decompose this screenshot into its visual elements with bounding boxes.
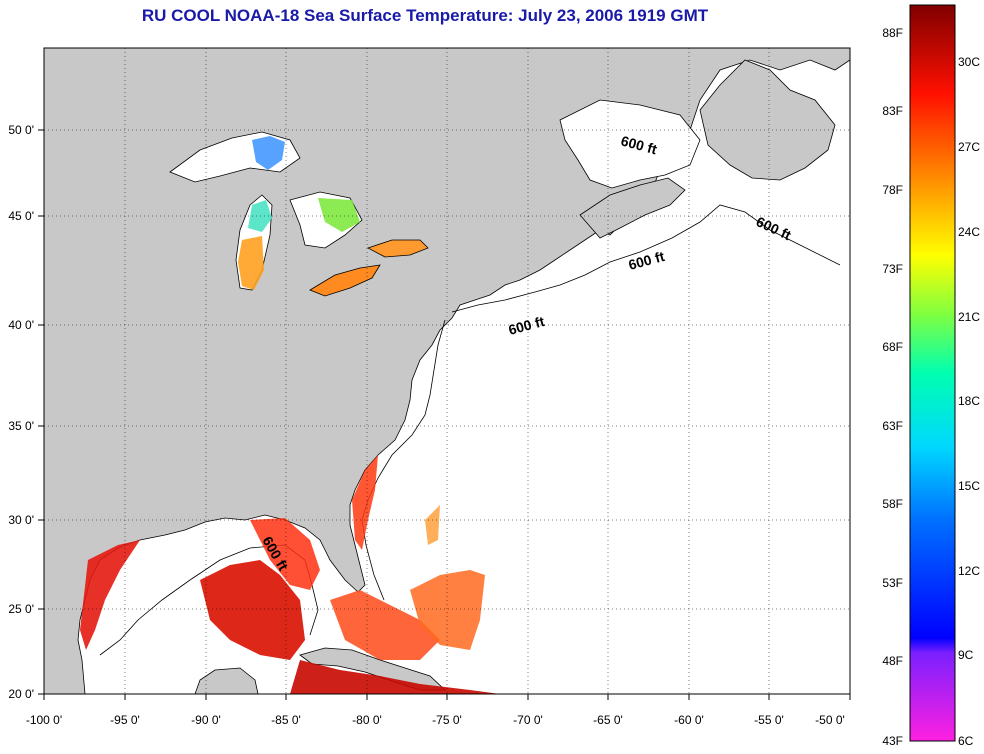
c-label: 18C xyxy=(958,394,980,408)
sst-warm-atlantic xyxy=(352,455,485,650)
c-label: 24C xyxy=(958,225,980,239)
c-label: 6C xyxy=(958,734,974,748)
yucatan-land xyxy=(194,667,259,694)
c-label: 21C xyxy=(958,310,980,324)
lon-label: -90 0' xyxy=(191,713,221,727)
map-title: RU COOL NOAA-18 Sea Surface Temperature:… xyxy=(141,6,709,25)
f-label: 63F xyxy=(882,419,903,433)
f-label: 73F xyxy=(882,262,903,276)
lon-label: -70 0' xyxy=(513,713,543,727)
c-label: 30C xyxy=(958,55,980,69)
c-label: 27C xyxy=(958,140,980,154)
lon-label: -65 0' xyxy=(593,713,623,727)
lake-superior-sst xyxy=(252,136,285,170)
c-label: 15C xyxy=(958,479,980,493)
nova-scotia-land xyxy=(579,177,686,239)
lake-huron-sst xyxy=(318,198,360,232)
lake-michigan-sst xyxy=(238,236,264,290)
axis-ticks xyxy=(38,129,851,700)
f-label: 68F xyxy=(882,340,903,354)
f-label: 78F xyxy=(882,183,903,197)
lon-label: -85 0' xyxy=(271,713,301,727)
f-label: 48F xyxy=(882,654,903,668)
shelf-contour-south xyxy=(361,319,446,601)
lon-label: -95 0' xyxy=(110,713,140,727)
shelf-contour-gulf xyxy=(99,544,319,656)
colorbar-fahrenheit-labels: 88F 83F 78F 73F 68F 63F 58F 53F 48F 43F xyxy=(882,26,903,748)
lon-label: -75 0' xyxy=(432,713,462,727)
lon-label: -50 0' xyxy=(815,713,845,727)
lat-label: 25 0' xyxy=(8,602,34,616)
lat-label: 30 0' xyxy=(8,513,34,527)
lake-erie xyxy=(309,264,381,297)
lon-label: -80 0' xyxy=(352,713,382,727)
colorbar-celsius-labels: 30C 27C 24C 21C 18C 15C 12C 9C 6C xyxy=(958,55,980,748)
lon-label: -100 0' xyxy=(26,713,62,727)
f-label: 88F xyxy=(882,26,903,40)
temperature-colorbar xyxy=(909,4,956,742)
f-label: 53F xyxy=(882,576,903,590)
newfoundland-land xyxy=(699,59,836,181)
lat-label: 40 0' xyxy=(8,318,34,332)
lat-label: 45 0' xyxy=(8,209,34,223)
f-label: 43F xyxy=(882,734,903,748)
lat-label: 35 0' xyxy=(8,419,34,433)
latitude-labels: 20 0' 25 0' 30 0' 35 0' 40 0' 45 0' 50 0… xyxy=(8,123,34,701)
f-label: 83F xyxy=(882,104,903,118)
lat-label: 50 0' xyxy=(8,123,34,137)
lon-label: -55 0' xyxy=(754,713,784,727)
lon-label: -60 0' xyxy=(674,713,704,727)
sst-warm-gulf xyxy=(80,518,500,694)
lat-label: 20 0' xyxy=(8,687,34,701)
c-label: 12C xyxy=(958,564,980,578)
gulf-st-lawrence xyxy=(559,99,701,189)
f-label: 58F xyxy=(882,497,903,511)
lake-ontario xyxy=(366,239,429,258)
c-label: 9C xyxy=(958,648,974,662)
shelf-contour-north xyxy=(451,204,841,313)
longitude-labels: -100 0' -95 0' -90 0' -85 0' -80 0' -75 … xyxy=(26,713,845,727)
